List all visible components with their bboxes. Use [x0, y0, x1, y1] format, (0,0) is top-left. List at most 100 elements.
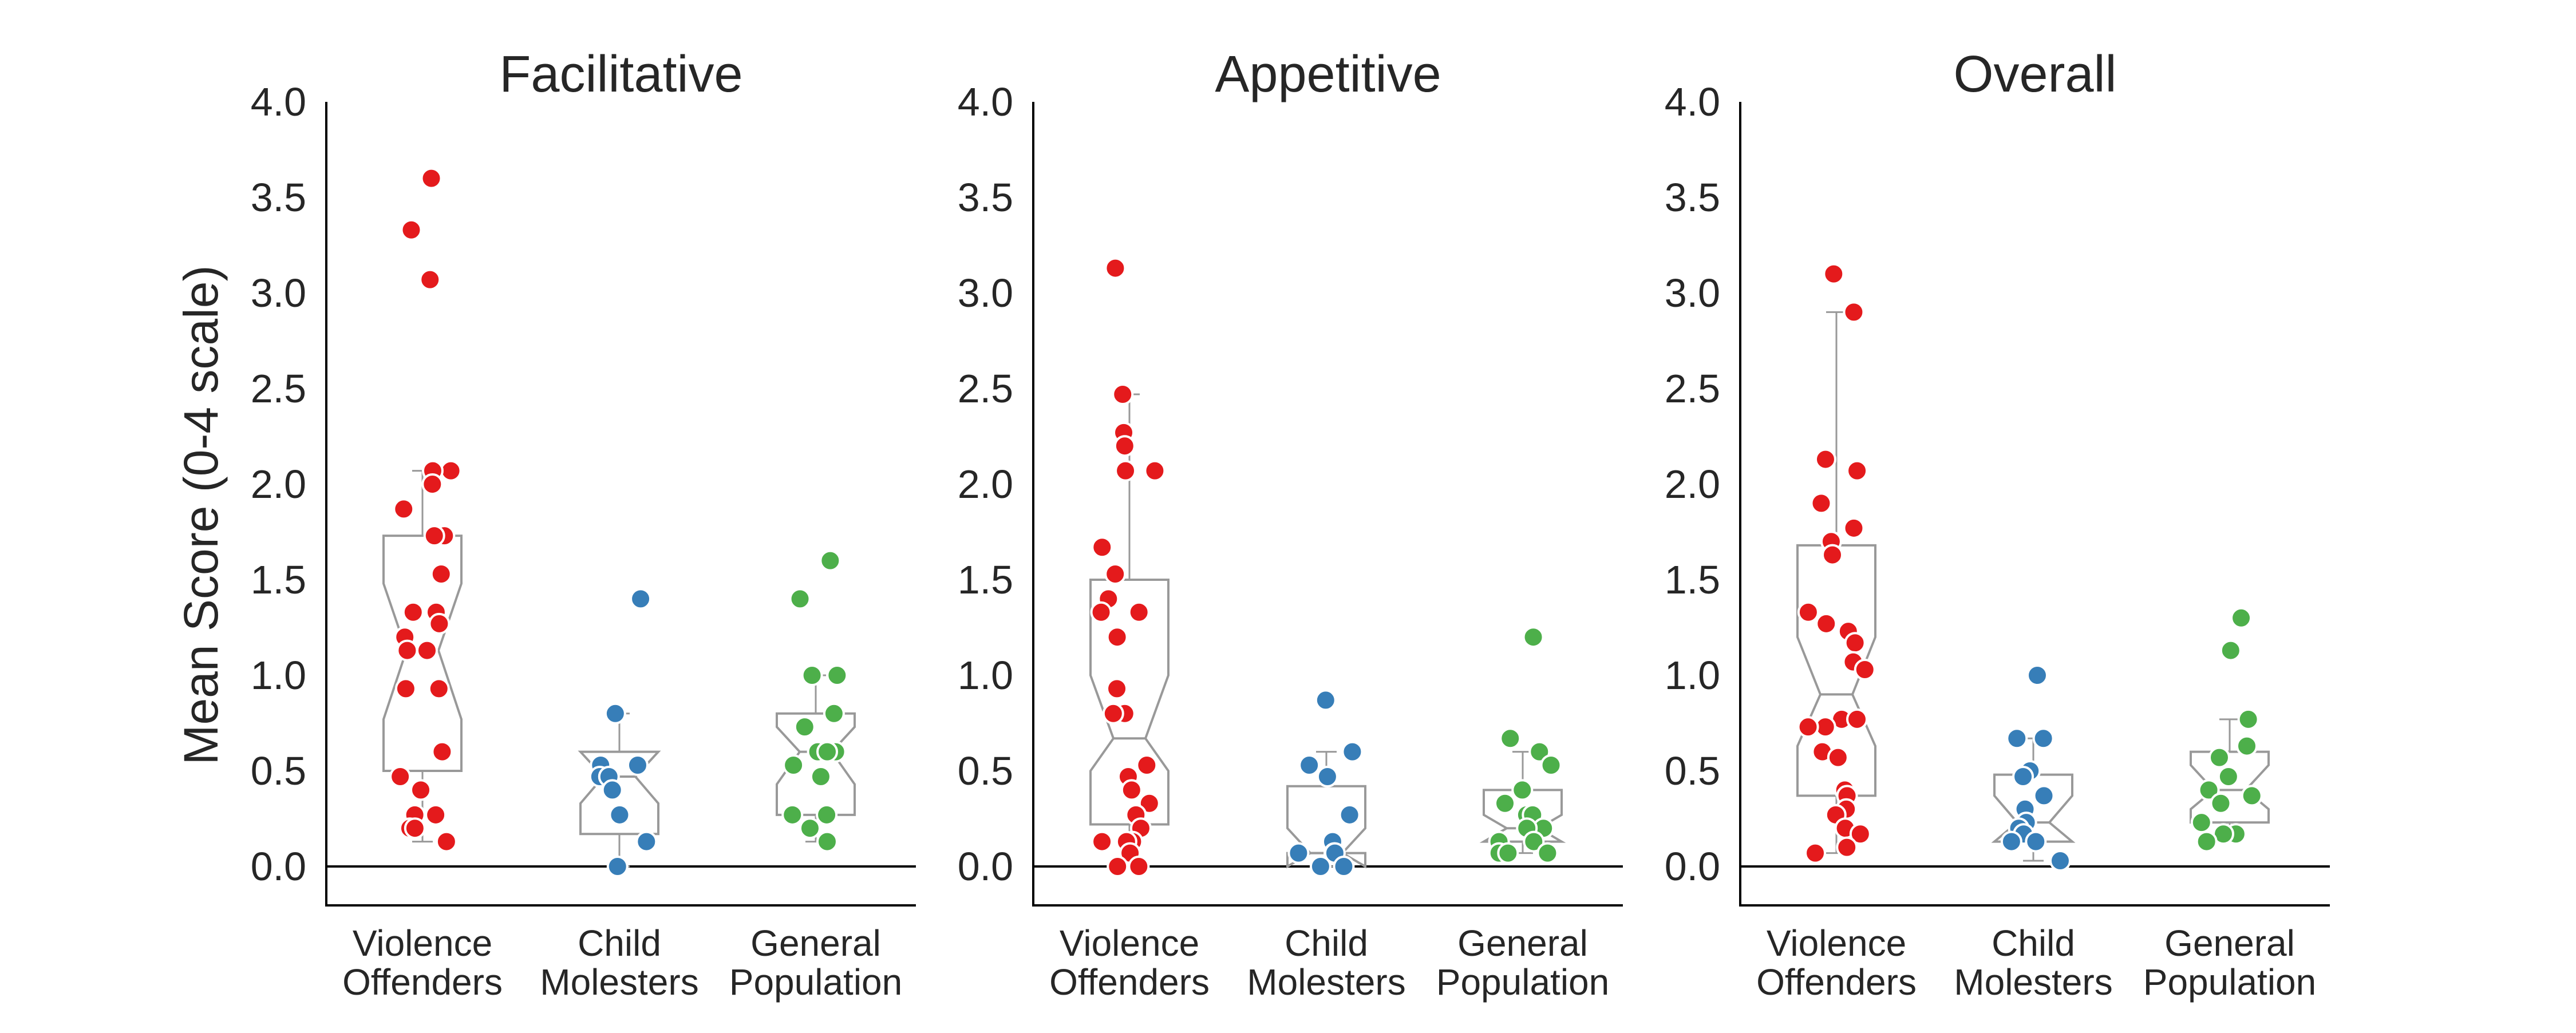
x-tick-label: General [750, 923, 881, 964]
data-point [604, 702, 626, 725]
x-tick-label: General [2164, 923, 2295, 964]
data-point [400, 219, 422, 241]
data-point [1797, 601, 1819, 623]
x-tick-label: Child [1285, 923, 1368, 964]
data-point [1536, 842, 1559, 864]
data-point [2025, 830, 2047, 853]
y-tick-label: 3.5 [251, 175, 306, 220]
data-point [394, 678, 417, 700]
data-point [1298, 754, 1321, 776]
y-tick-label: 4.0 [251, 80, 306, 124]
panel-facilitative: Facilitative 0.0 0.5 1.0 1.5 2.0 2.5 3.0 3.5 4.0 V… [251, 46, 916, 1003]
data-point [793, 716, 816, 738]
data-point [2236, 735, 2258, 757]
x-tick-label: Molesters [1247, 961, 1405, 1003]
data-point [410, 779, 432, 801]
data-point [1511, 779, 1534, 801]
data-point [816, 804, 838, 826]
data-point [428, 678, 450, 700]
y-tick-label: 1.5 [251, 557, 306, 602]
data-point [419, 268, 441, 291]
data-point [2217, 766, 2239, 788]
y-axis-label: Mean Score (0-4 scale) [174, 265, 228, 765]
data-point [1091, 830, 1113, 853]
x-tick-label: Population [2143, 961, 2316, 1003]
data-point [1849, 823, 1871, 845]
data-point [425, 804, 447, 826]
data-point [404, 817, 426, 840]
y-tick-label: 0.0 [251, 844, 306, 889]
data-point [435, 830, 457, 853]
data-point [816, 741, 839, 763]
y-tick-label: 0.0 [1665, 844, 1720, 889]
data-point [1104, 563, 1127, 585]
data-point [2219, 639, 2242, 662]
panel-appetitive: Appetitive 0.0 0.5 1.0 1.5 2.0 2.5 3.0 3.5 4.0 Vio… [958, 46, 1623, 1003]
data-point [2033, 785, 2055, 807]
data-point [823, 702, 845, 725]
y-tick-label: 3.5 [1665, 175, 1720, 220]
data-point [2208, 746, 2230, 769]
data-point [1102, 702, 1124, 725]
y-tick-label: 3.0 [251, 271, 306, 315]
data-point [2032, 727, 2055, 750]
panel-title: Overall [1953, 46, 2116, 103]
data-point [431, 741, 453, 763]
data-point [1107, 856, 1129, 877]
x-tick-label: Offenders [1049, 961, 1210, 1003]
y-tick-label: 2.0 [1665, 462, 1720, 506]
data-point [789, 588, 811, 610]
data-point [1844, 632, 1866, 654]
x-tick-label: Offenders [342, 961, 503, 1003]
data-point [801, 664, 823, 686]
data-point [1090, 601, 1112, 623]
data-point [1091, 536, 1113, 559]
y-tick-label: 3.0 [958, 271, 1013, 315]
data-point [1523, 830, 1545, 853]
data-point [1106, 626, 1128, 648]
x-tick-label: Violence [1060, 923, 1199, 964]
x-tick-label: Molesters [1954, 961, 2112, 1003]
data-point [1494, 792, 1516, 814]
notched-box [1479, 789, 1566, 843]
data-point [2210, 792, 2232, 814]
data-point [1120, 779, 1143, 801]
panel-title: Appetitive [1215, 46, 1441, 103]
data-point [1104, 257, 1127, 279]
data-point [2012, 766, 2034, 788]
data-point [1854, 658, 1876, 680]
data-point [635, 830, 658, 853]
data-point [1341, 741, 1364, 763]
data-point [601, 779, 623, 801]
data-point [421, 473, 444, 495]
data-point [1316, 766, 1338, 788]
data-point [1815, 612, 1838, 635]
y-tick-label: 2.5 [958, 366, 1013, 411]
data-point [1540, 754, 1562, 776]
data-point [1804, 842, 1827, 864]
data-point [816, 830, 838, 853]
x-tick-label: Violence [1767, 923, 1906, 964]
data-point [428, 612, 451, 635]
data-point [1128, 856, 1150, 877]
panel-overall: Overall 0.0 0.5 1.0 1.5 2.0 2.5 3.0 3.5 4.0 Violen… [1665, 46, 2330, 1003]
data-point [1128, 601, 1150, 623]
data-point [1113, 435, 1136, 457]
data-point [2237, 708, 2259, 730]
x-tick-label: Violence [353, 923, 492, 964]
x-tick-label: Population [1436, 961, 1609, 1003]
y-tick-label: 2.0 [251, 462, 306, 506]
y-tick-label: 0.5 [1665, 749, 1720, 793]
panel-title: Facilitative [499, 46, 742, 103]
notched-box [1796, 544, 1876, 797]
data-point [826, 664, 848, 686]
data-point [423, 525, 445, 547]
x-tick-label: Molesters [540, 961, 698, 1003]
data-point [2230, 607, 2253, 629]
data-point [781, 804, 804, 826]
y-tick-label: 2.0 [958, 462, 1013, 506]
data-point [2198, 779, 2220, 801]
y-tick-label: 4.0 [958, 80, 1013, 124]
data-point [2000, 830, 2022, 853]
axis-spines [1739, 102, 2330, 907]
